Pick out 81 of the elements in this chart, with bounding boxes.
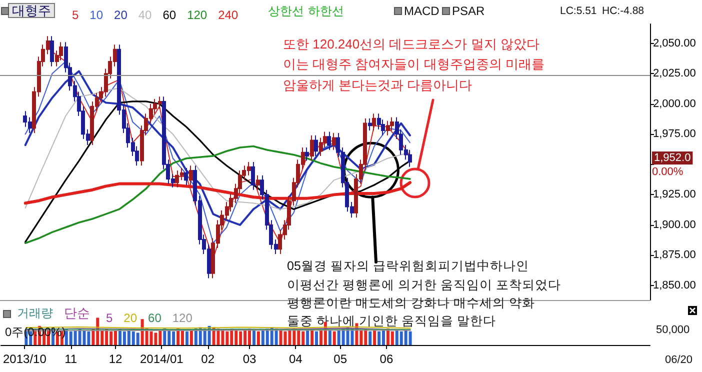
bar [315, 331, 318, 345]
text: 20 [114, 8, 128, 22]
x-tick-label: 2014/01 [140, 352, 184, 366]
bar [284, 331, 287, 345]
x-tick-label: 02 [201, 352, 215, 366]
bar [306, 330, 310, 345]
bar [390, 331, 394, 345]
series-label: 5 [106, 311, 113, 325]
y-tick-label: 2,025.00 [653, 68, 696, 80]
line-series [24, 100, 411, 243]
chart-title: 거래량 [17, 306, 53, 320]
bar [256, 331, 260, 345]
y-tick-label: 2,050.00 [653, 37, 696, 50]
candlestick [50, 36, 54, 67]
x-tick-label: 04 [288, 352, 303, 366]
annotation: 또한 120.240선의 데드크로스가 멀지 않았다 [283, 36, 540, 52]
candlestick [390, 116, 394, 132]
bar [190, 330, 193, 345]
bar [373, 330, 376, 345]
candlestick [189, 165, 193, 186]
annotation: 05월경 필자의 급락위험회피기법中하나인 [287, 259, 529, 273]
bar [279, 330, 282, 345]
candlestick [184, 168, 188, 186]
x-tick-label: 03 [242, 352, 256, 366]
text: 40 [138, 8, 152, 22]
text: 120 [187, 8, 208, 22]
y-tick-label: 1,900.00 [653, 218, 696, 231]
legend-title: 단순 [64, 306, 90, 320]
bar [368, 331, 372, 345]
bar [408, 331, 412, 345]
text: 06/20 [665, 354, 693, 366]
y-tick-label: 2,000.00 [653, 98, 696, 110]
candlestick [305, 146, 309, 162]
y-tick-label: 1,975.00 [653, 128, 696, 140]
text: 1,952.0 [654, 152, 691, 164]
x-tick-label: 11 [64, 352, 78, 366]
x-tick-label: 06 [380, 352, 394, 366]
x-tick-label: 12 [108, 352, 122, 366]
text: 10 [90, 8, 104, 22]
candlestick [372, 113, 376, 132]
candlestick [408, 149, 412, 168]
text: 60 [162, 8, 176, 22]
candlestick [386, 120, 390, 136]
text: 상한선 [268, 4, 304, 18]
candlestick [327, 131, 331, 150]
text: HC:-4.88 [602, 5, 644, 17]
series-label: 20 [124, 311, 138, 325]
text: 하한선 [308, 4, 344, 18]
candlestick [368, 118, 372, 132]
series-label: 60 [148, 311, 162, 325]
x-tick-label: 2013/10 [2, 352, 47, 366]
bar [150, 331, 153, 345]
text: 0.00% [652, 166, 684, 178]
series-label: 120 [172, 311, 193, 325]
annotation: 평행론이란 매도세의 강화나 매수세의 약화 [287, 296, 535, 310]
annotation: 암울하게 본다는것과 다름아니다 [283, 78, 472, 92]
candlestick [256, 174, 260, 190]
candlestick [332, 132, 336, 150]
bar [328, 330, 332, 345]
candlestick [314, 134, 318, 156]
candlestick [310, 134, 314, 162]
bar [378, 331, 381, 345]
bar [136, 332, 140, 345]
chart-title: 대형주 [12, 3, 51, 18]
x-tick-label: 05 [334, 352, 348, 366]
annotation: 이는 대형주 참여자들이 대형주업종의 미래를 [283, 56, 544, 72]
text: 240 [218, 8, 238, 22]
text: 5 [72, 8, 79, 22]
annotation: 이평선간 평행론에 의거한 움직임이 포착되었다 [287, 278, 561, 292]
text: PSAR [452, 4, 486, 18]
y-tick-label: 1,850.00 [653, 279, 696, 292]
candlestick [251, 162, 255, 190]
text: LC:5.51 [560, 5, 597, 17]
text: MACD [404, 4, 440, 18]
bar [82, 330, 86, 345]
y-tick-label: 1,925.00 [653, 188, 696, 201]
y-tick-label: 1,875.00 [653, 249, 696, 262]
bar [185, 331, 188, 345]
bar [252, 330, 256, 345]
bar [332, 331, 336, 345]
text: 50,000 [656, 324, 690, 336]
